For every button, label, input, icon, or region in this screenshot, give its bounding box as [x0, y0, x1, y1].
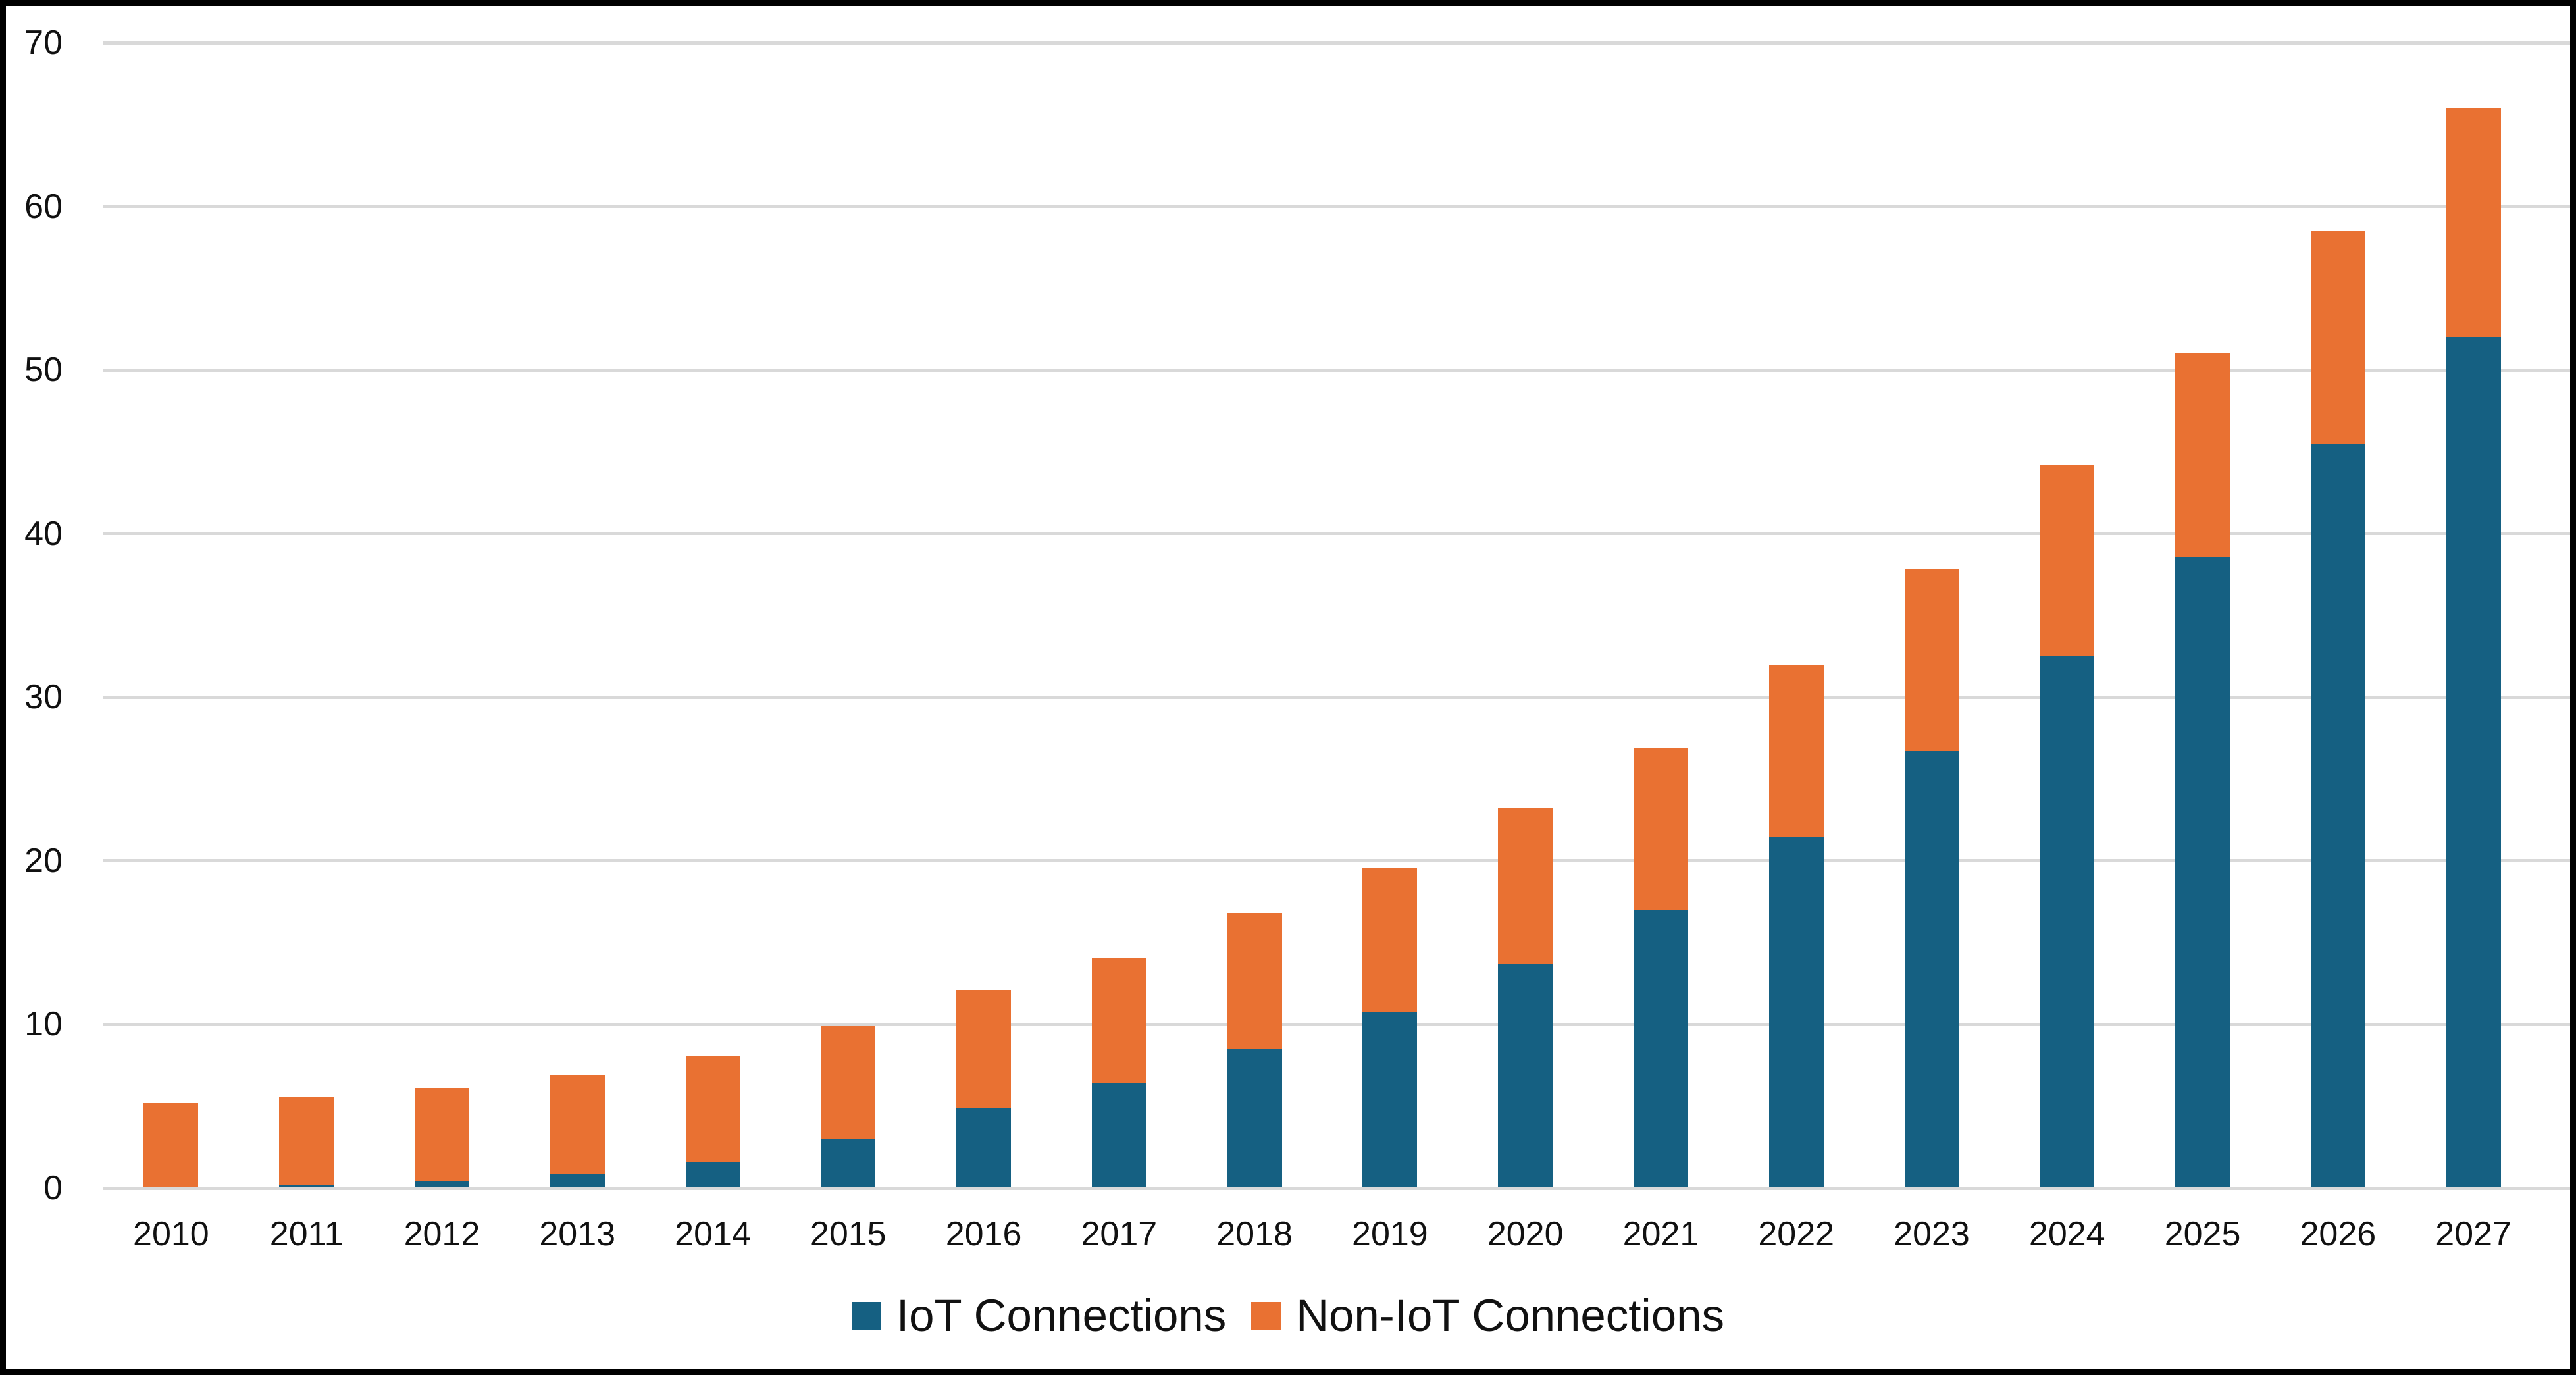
legend-item-non-iot: Non-IoT Connections	[1251, 1291, 1724, 1341]
y-axis-tick-label: 0	[43, 1169, 63, 1207]
x-axis-tick-label: 2025	[2164, 1215, 2241, 1253]
x-axis-tick-label: 2012	[403, 1215, 480, 1253]
x-axis-tick-label: 2017	[1081, 1215, 1158, 1253]
bar-segment-non-iot-2021	[1633, 748, 1688, 910]
bar-segment-non-iot-2022	[1768, 664, 1824, 837]
y-axis-tick-label: 60	[24, 187, 63, 226]
bar-segment-iot-2018	[1227, 1049, 1282, 1188]
bar-segment-non-iot-2014	[685, 1055, 740, 1162]
bar-segment-iot-2017	[1091, 1083, 1146, 1188]
bar-segment-non-iot-2026	[2310, 230, 2365, 444]
y-axis-tick-label: 30	[24, 678, 63, 717]
bar-segment-non-iot-2018	[1227, 913, 1282, 1049]
bar-segment-iot-2027	[2446, 337, 2501, 1188]
x-axis-tick-label: 2014	[675, 1215, 751, 1253]
bar-segment-non-iot-2012	[414, 1088, 469, 1182]
legend-label: IoT Connections	[896, 1290, 1227, 1341]
bar-segment-iot-2014	[685, 1162, 740, 1188]
bar-segment-iot-2019	[1362, 1011, 1418, 1188]
x-axis-tick-label: 2027	[2435, 1215, 2512, 1253]
legend-swatch-icon	[1251, 1302, 1281, 1330]
legend-swatch-icon	[852, 1302, 882, 1330]
chart-legend: IoT Connections Non-IoT Connections	[0, 1288, 2576, 1343]
bar-segment-non-iot-2020	[1498, 808, 1553, 964]
bar-segment-non-iot-2027	[2446, 108, 2501, 338]
legend-label: Non-IoT Connections	[1296, 1290, 1724, 1341]
bar-segment-non-iot-2013	[550, 1075, 605, 1174]
gridline-y-70	[103, 41, 2571, 45]
bar-segment-non-iot-2016	[956, 990, 1012, 1108]
x-axis-tick-label: 2020	[1487, 1215, 1564, 1253]
gridline-y-10	[103, 1022, 2571, 1026]
x-axis-tick-label: 2024	[2028, 1215, 2105, 1253]
bar-segment-non-iot-2017	[1091, 957, 1146, 1083]
bar-segment-iot-2016	[956, 1108, 1012, 1188]
bar-segment-iot-2015	[821, 1139, 876, 1188]
bar-segment-iot-2026	[2310, 444, 2365, 1188]
x-axis-tick-label: 2016	[945, 1215, 1022, 1253]
legend-item-iot: IoT Connections	[852, 1291, 1226, 1341]
bar-segment-iot-2020	[1498, 964, 1553, 1188]
bar-segment-iot-2022	[1768, 836, 1824, 1188]
bar-segment-iot-2012	[414, 1181, 469, 1188]
x-axis-tick-label: 2022	[1758, 1215, 1835, 1253]
gridline-y-60	[103, 205, 2571, 209]
y-axis-tick-label: 40	[24, 514, 63, 553]
bar-segment-non-iot-2025	[2175, 353, 2230, 557]
y-axis-tick-label: 70	[24, 24, 63, 62]
x-axis-tick-label: 2018	[1216, 1215, 1293, 1253]
gridline-y-40	[103, 532, 2571, 536]
gridline-y-50	[103, 368, 2571, 372]
x-axis-tick-label: 2011	[269, 1215, 344, 1253]
y-axis-tick-label: 20	[24, 841, 63, 880]
bar-segment-non-iot-2015	[821, 1025, 876, 1139]
bar-segment-iot-2025	[2175, 556, 2230, 1188]
x-axis-line	[103, 1186, 2571, 1190]
x-axis-tick-label: 2021	[1622, 1215, 1699, 1253]
bar-segment-non-iot-2010	[143, 1103, 199, 1188]
bar-segment-iot-2013	[550, 1173, 605, 1188]
x-axis-tick-label: 2010	[133, 1215, 209, 1253]
gridline-y-30	[103, 695, 2571, 699]
bar-segment-iot-2023	[1904, 751, 1959, 1188]
x-axis-tick-label: 2013	[539, 1215, 616, 1253]
bar-segment-non-iot-2011	[279, 1096, 334, 1185]
x-axis-tick-label: 2019	[1352, 1215, 1428, 1253]
bar-segment-non-iot-2019	[1362, 867, 1418, 1012]
x-axis-tick-label: 2026	[2300, 1215, 2377, 1253]
y-axis-tick-label: 10	[24, 1005, 63, 1044]
x-axis-tick-label: 2015	[810, 1215, 887, 1253]
bar-segment-non-iot-2023	[1904, 569, 1959, 752]
y-axis-tick-label: 50	[24, 351, 63, 390]
gridline-y-20	[103, 859, 2571, 863]
bar-segment-iot-2021	[1633, 910, 1688, 1188]
bar-segment-non-iot-2024	[2040, 465, 2095, 657]
x-axis-tick-label: 2023	[1893, 1215, 1970, 1253]
bar-segment-iot-2024	[2040, 656, 2095, 1188]
